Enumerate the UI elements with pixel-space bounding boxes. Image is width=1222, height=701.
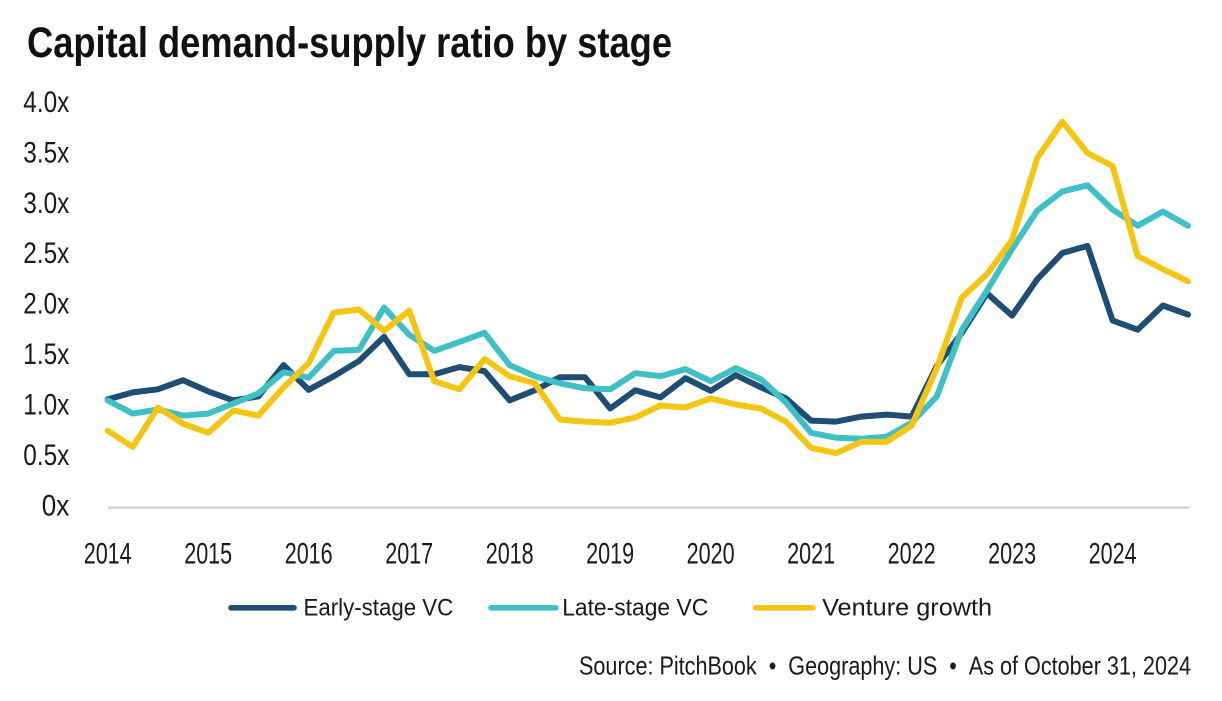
svg-text:Capital demand-supply ratio by: Capital demand-supply ratio by stage (27, 20, 672, 67)
svg-text:2023: 2023 (988, 537, 1036, 570)
svg-text:2017: 2017 (385, 537, 433, 570)
svg-text:2.5x: 2.5x (23, 237, 69, 270)
svg-text:2021: 2021 (787, 537, 835, 570)
svg-text:3.0x: 3.0x (23, 187, 69, 220)
svg-text:2016: 2016 (285, 537, 333, 570)
svg-text:2019: 2019 (586, 537, 634, 570)
svg-text:2014: 2014 (84, 537, 132, 570)
svg-text:2022: 2022 (888, 537, 936, 570)
svg-text:1.5x: 1.5x (23, 338, 69, 371)
svg-text:2.0x: 2.0x (23, 288, 69, 321)
svg-text:0.5x: 0.5x (23, 439, 69, 472)
svg-text:1.0x: 1.0x (23, 388, 69, 421)
svg-text:Early-stage VC: Early-stage VC (304, 595, 454, 622)
svg-text:0x: 0x (42, 489, 70, 522)
svg-text:Late-stage VC: Late-stage VC (562, 595, 708, 622)
svg-text:4.0x: 4.0x (23, 86, 69, 119)
svg-text:2024: 2024 (1089, 537, 1137, 570)
svg-text:Source: PitchBook • Geograph: Source: PitchBook • Geography: US • As o… (579, 651, 1191, 681)
svg-text:2020: 2020 (687, 537, 735, 570)
svg-text:2018: 2018 (486, 537, 534, 570)
svg-text:2015: 2015 (184, 537, 232, 570)
svg-text:Venture growth: Venture growth (822, 595, 992, 622)
svg-text:3.5x: 3.5x (23, 136, 69, 169)
